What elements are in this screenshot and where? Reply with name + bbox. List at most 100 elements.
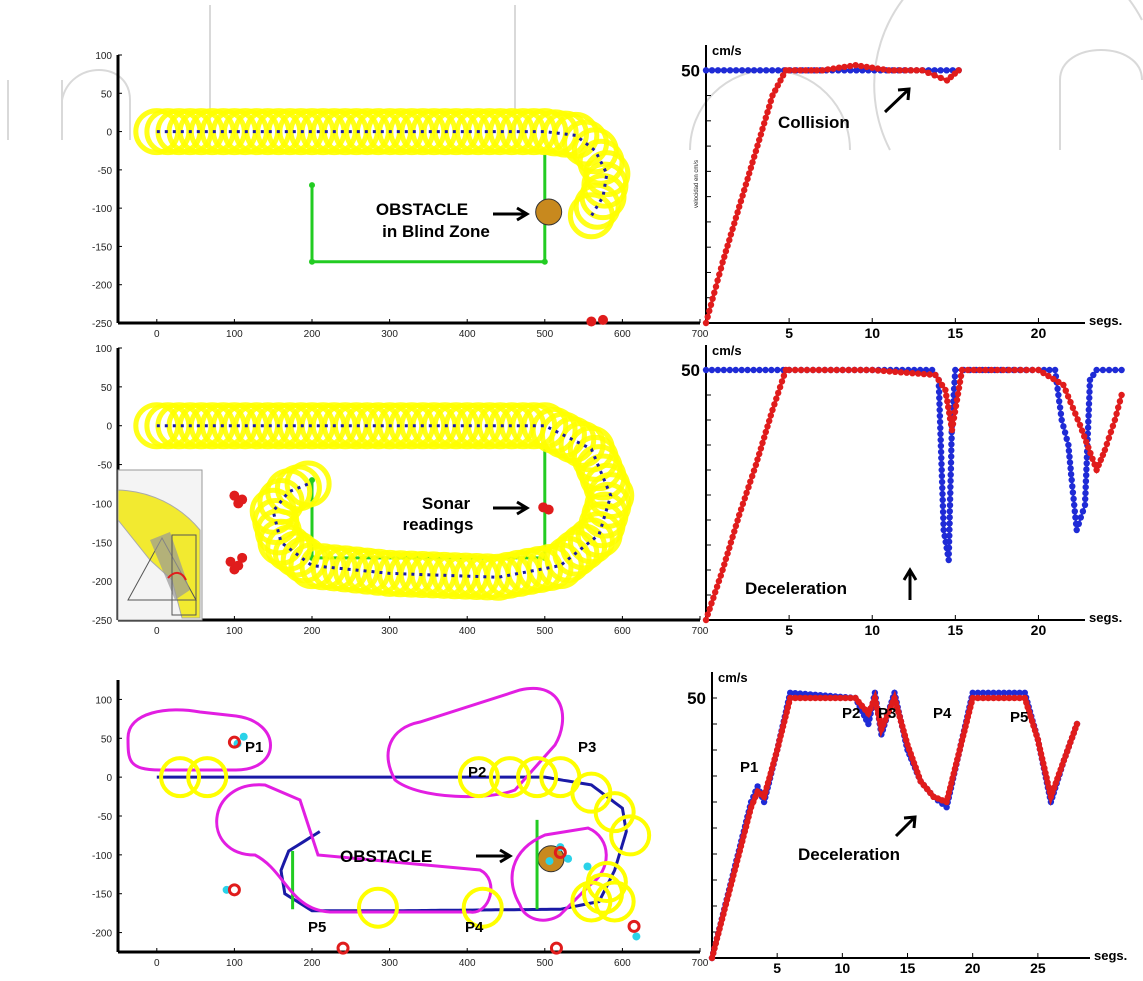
sensor-inset <box>117 469 203 621</box>
velocity-point <box>1067 398 1074 406</box>
velocity-point <box>1067 465 1074 472</box>
annotation-deceleration: Deceleration <box>745 579 847 598</box>
y-axis-label: velocidad en cm/s <box>694 160 700 208</box>
velocity-point <box>940 526 947 534</box>
velocity-point <box>714 366 722 374</box>
velocity-point <box>1087 449 1094 457</box>
x-tick-label: 0 <box>154 329 160 340</box>
arrow <box>902 567 918 600</box>
velocity-point <box>1011 689 1018 696</box>
velocity-point <box>1016 689 1023 696</box>
velocity-point <box>713 935 721 942</box>
velocity-point <box>949 775 956 782</box>
velocity-point <box>949 420 957 428</box>
velocity-point <box>766 103 773 110</box>
velocity-point <box>938 478 946 486</box>
x-axis-label: segs. <box>1094 948 1127 963</box>
velocity-point <box>702 366 710 374</box>
velocity-point <box>775 67 782 74</box>
velocity-point <box>925 69 932 77</box>
velocity-point <box>1081 501 1089 509</box>
x-tick-label: 600 <box>614 958 631 969</box>
velocity-point <box>1113 410 1120 417</box>
velocity-point <box>958 366 966 374</box>
velocity-point <box>952 366 959 374</box>
velocity-point <box>1069 483 1076 490</box>
velocity-point <box>1105 434 1113 442</box>
point-label-p4: P4 <box>465 919 484 936</box>
velocity-point <box>845 366 852 374</box>
velocity-point <box>940 520 947 528</box>
velocity-point <box>946 495 954 503</box>
robot-footprint-ring <box>186 756 229 799</box>
velocity-point <box>832 694 839 702</box>
point-label-p3: P3 <box>578 739 596 756</box>
velocity-point <box>749 159 756 166</box>
velocity-point <box>939 502 947 510</box>
velocity-point <box>943 392 950 399</box>
velocity-point <box>797 366 805 374</box>
velocity-point <box>902 67 909 74</box>
y-tick-label: -100 <box>92 851 112 862</box>
velocity-point <box>739 192 746 199</box>
velocity-point <box>772 87 779 94</box>
trajectory-plot-3: 0 100 200 300 400 500 600 700100500-50-100-150-… <box>92 680 709 969</box>
velocity-point <box>1065 441 1072 449</box>
velocity-point <box>913 67 920 74</box>
velocity-series-line <box>709 689 1080 959</box>
velocity-point <box>1046 366 1053 374</box>
velocity-point <box>1040 760 1047 767</box>
velocity-point <box>1023 366 1030 374</box>
velocity-point <box>779 723 787 730</box>
velocity-point <box>1118 391 1125 399</box>
velocity-point <box>769 406 776 414</box>
velocity-point <box>1116 398 1124 405</box>
velocity-point <box>724 550 731 557</box>
y-tick-label: -50 <box>98 461 113 472</box>
velocity-point <box>752 793 759 800</box>
velocity-point <box>741 186 748 194</box>
velocity-point <box>756 136 763 144</box>
velocity-point <box>717 920 724 928</box>
velocity-point <box>957 742 964 749</box>
velocity-point <box>734 517 741 524</box>
y-tick-label: 50 <box>101 734 113 745</box>
velocity-point <box>711 945 718 952</box>
velocity-point <box>974 689 982 696</box>
velocity-point <box>737 198 745 205</box>
velocity-point <box>711 289 718 296</box>
velocity-point <box>937 74 944 82</box>
velocity-point <box>747 804 755 811</box>
velocity-point <box>940 514 947 522</box>
velocity-point <box>865 720 872 728</box>
y-tick-label: 0 <box>106 773 112 784</box>
velocity-point <box>797 694 804 702</box>
annotation-obstacle: OBSTACLE <box>340 847 432 866</box>
sonar-reading-point <box>583 862 592 871</box>
velocity-point <box>712 940 719 947</box>
safety-envelope <box>126 708 272 772</box>
velocity-point <box>931 67 938 74</box>
velocity-point <box>1111 416 1119 424</box>
velocity-point <box>743 489 750 496</box>
velocity-point <box>1112 366 1119 374</box>
robot-footprint-ring <box>159 756 202 799</box>
point-label: P4 <box>933 705 952 722</box>
velocity-point <box>851 366 858 374</box>
velocity-point <box>967 704 974 711</box>
annotation-deceleration: Deceleration <box>798 845 900 864</box>
velocity-point <box>943 804 950 811</box>
velocity-point <box>945 550 952 558</box>
sonar-reading-point <box>336 941 350 955</box>
velocity-point <box>869 64 876 71</box>
velocity-point <box>1073 526 1080 534</box>
velocity-point <box>1071 501 1078 509</box>
point-label: P5 <box>1010 709 1028 726</box>
sonar-reading-point <box>543 504 554 515</box>
velocity-point <box>821 366 828 374</box>
velocity-point <box>1034 736 1042 743</box>
velocity-point <box>736 203 743 210</box>
x-tick-label: 300 <box>381 329 398 340</box>
velocity-point <box>1066 453 1073 460</box>
